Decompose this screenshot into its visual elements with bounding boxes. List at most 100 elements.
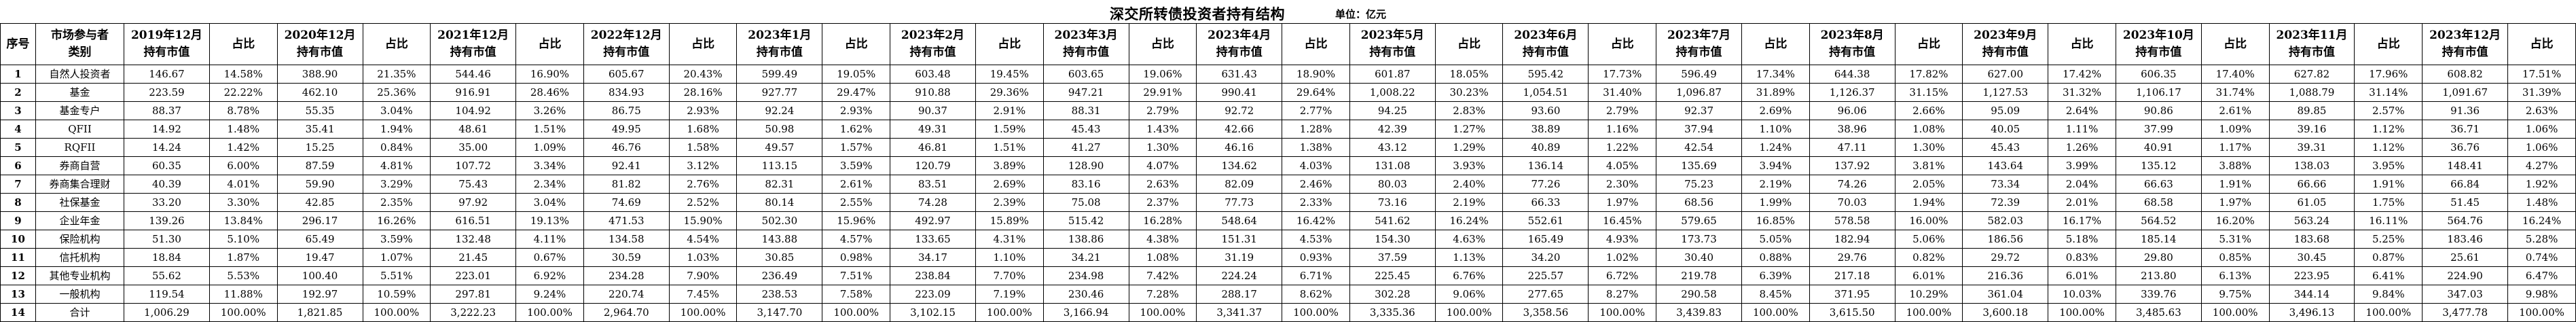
cell-value: 834.93 [583,83,670,102]
cell-ratio: 1.59% [975,120,1044,139]
cell-ratio: 1.24% [1741,138,1810,157]
cell-ratio: 5.51% [362,266,431,285]
cell-value: 344.14 [2268,285,2355,304]
cell-value: 599.49 [736,65,823,84]
cell-value: 83.51 [890,175,976,194]
cell-ratio: 1.58% [668,138,738,157]
cell-value: 30.45 [2268,248,2355,267]
cell-ratio: 2.91% [975,101,1044,120]
header-seq: 序号 [0,23,36,65]
cell-value: 41.27 [1042,138,1129,157]
cell-ratio: 1.99% [1741,193,1810,212]
table-row: 7 券商集合理财 40.39 4.01% 59.90 3.29% 75.43 2.34% 81.… [0,175,2576,194]
cell-value: 627.00 [1962,65,2049,84]
cell-value: 1,127.53 [1962,83,2049,102]
cell-value: 139.26 [124,211,210,230]
cell-ratio: 5.10% [208,230,278,249]
cell-ratio: 5.31% [2200,230,2270,249]
cell-ratio: 31.15% [1894,83,1963,102]
table-row: 14 合计 1,006.29 100.00% 1,821.85 100.00% 3,222.… [0,303,2576,322]
header-category: 市场参与者类别 [35,23,125,65]
cell-ratio: 1.16% [1588,120,1657,139]
cell-ratio: 3.30% [208,193,278,212]
cell-value: 88.37 [124,101,210,120]
cell-ratio: 2.79% [1128,101,1197,120]
cell-ratio: 2.61% [2200,101,2270,120]
cell-ratio: 3.12% [668,156,738,175]
cell-value: 143.64 [1962,156,2049,175]
cell-value: 541.62 [1349,211,1436,230]
cell-ratio: 16.17% [2048,211,2116,230]
cell-value: 3,222.23 [430,303,517,322]
cell-value: 927.77 [736,83,823,102]
unit-label: 单位：亿元 [1335,8,1387,20]
cell-ratio: 7.58% [822,285,891,304]
cell-ratio: 19.45% [975,65,1044,84]
cell-value: 80.14 [736,193,823,212]
header-period-1: 2020年12月 持有市值 [276,23,363,65]
table-row: 6 券商自营 60.35 6.00% 87.59 4.81% 107.72 3.34% 92.4… [0,156,2576,175]
cell-ratio: 9.75% [2200,285,2270,304]
cell-ratio: 1.87% [208,248,278,267]
cell-seq: 10 [0,230,36,249]
cell-ratio: 22.22% [208,83,278,102]
cell-ratio: 9.06% [1434,285,1504,304]
header-period-8: 2023年5月 持有市值 [1349,23,1436,65]
cell-ratio: 5.05% [1741,230,1810,249]
cell-value: 96.06 [1809,101,1895,120]
cell-ratio: 1.43% [1128,120,1197,139]
cell-ratio: 100.00% [2200,303,2270,322]
cell-ratio: 6.41% [2354,266,2423,285]
cell-value: 37.99 [2115,120,2202,139]
cell-value: 3,600.18 [1962,303,2049,322]
cell-value: 302.28 [1349,285,1436,304]
cell-value: 35.41 [276,120,363,139]
cell-ratio: 16.28% [1128,211,1197,230]
cell-ratio: 100.00% [975,303,1044,322]
cell-value: 223.09 [890,285,976,304]
cell-value: 213.80 [2115,266,2202,285]
cell-ratio: 2.34% [515,175,584,194]
cell-seq: 9 [0,211,36,230]
cell-value: 3,485.63 [2115,303,2202,322]
cell-ratio: 100.00% [1128,303,1197,322]
cell-value: 185.14 [2115,230,2202,249]
cell-ratio: 31.14% [2354,83,2423,102]
header-ratio: 占比 [975,23,1044,65]
cell-value: 74.28 [890,193,976,212]
cell-ratio: 1.12% [2354,120,2423,139]
cell-value: 30.85 [736,248,823,267]
cell-value: 616.51 [430,211,517,230]
cell-category: 一般机构 [35,285,125,304]
cell-value: 579.65 [1656,211,1742,230]
cell-value: 492.97 [890,211,976,230]
header-period-7: 2023年4月 持有市值 [1196,23,1283,65]
cell-value: 37.59 [1349,248,1436,267]
cell-ratio: 2.19% [1434,193,1504,212]
cell-seq: 11 [0,248,36,267]
cell-value: 502.30 [736,211,823,230]
cell-value: 143.88 [736,230,823,249]
cell-value: 595.42 [1502,65,1589,84]
cell-ratio: 8.27% [1588,285,1657,304]
cell-seq: 1 [0,65,36,84]
cell-ratio: 2.64% [2048,101,2116,120]
cell-value: 1,096.87 [1656,83,1742,102]
cell-ratio: 1.13% [1434,248,1504,267]
cell-ratio: 100.00% [1434,303,1504,322]
cell-ratio: 3.88% [2200,156,2270,175]
cell-value: 601.87 [1349,65,1436,84]
cell-ratio: 1.51% [515,120,584,139]
cell-value: 544.46 [430,65,517,84]
cell-value: 3,166.94 [1042,303,1129,322]
cell-ratio: 6.00% [208,156,278,175]
cell-ratio: 1.06% [2507,120,2576,139]
cell-ratio: 17.42% [2048,65,2116,84]
header-ratio: 占比 [1434,23,1504,65]
cell-value: 68.58 [2115,193,2202,212]
cell-ratio: 2.69% [975,175,1044,194]
cell-value: 578.58 [1809,211,1895,230]
cell-value: 605.67 [583,65,670,84]
cell-value: 608.82 [2422,65,2509,84]
cell-ratio: 1.22% [1588,138,1657,157]
